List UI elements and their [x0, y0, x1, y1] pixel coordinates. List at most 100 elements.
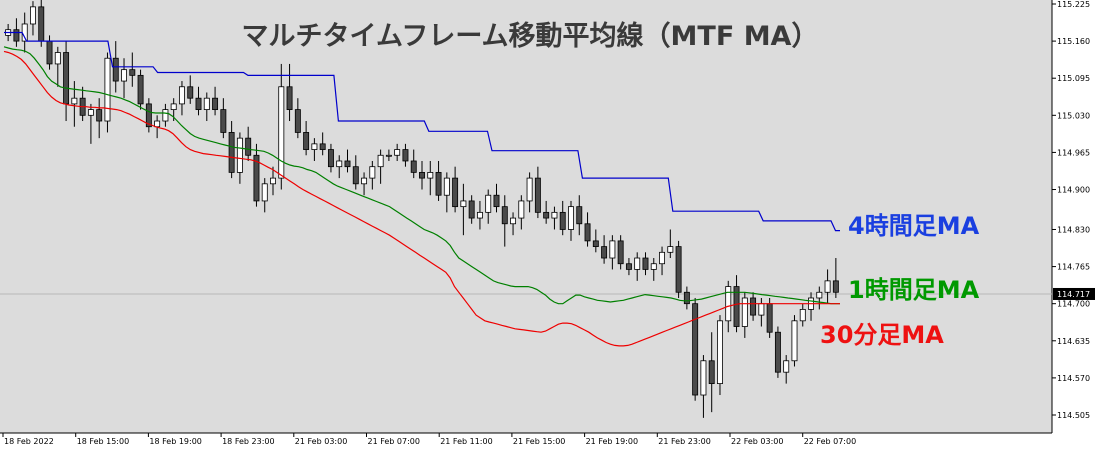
candle-body	[170, 103, 177, 111]
candle-body	[476, 211, 483, 219]
candle-body	[402, 149, 409, 162]
candle	[452, 166, 459, 213]
candles-layer	[5, 0, 839, 418]
annotation-30m-ma: 30分足MA	[820, 321, 944, 349]
y-tick-label: 114.900	[1057, 186, 1090, 195]
candle-body	[452, 177, 459, 208]
candle	[30, 1, 36, 36]
candle	[311, 138, 318, 161]
candle-body	[832, 280, 839, 293]
y-tick-label: 114.505	[1057, 411, 1090, 420]
candle-body	[294, 109, 301, 133]
y-tick-label: 114.570	[1057, 374, 1090, 383]
candle	[162, 103, 169, 127]
candle	[278, 63, 285, 190]
candle-body	[319, 143, 326, 150]
candle	[212, 86, 219, 116]
candle	[609, 235, 616, 270]
candle-body	[410, 160, 417, 173]
candle-body	[361, 177, 368, 185]
x-tick-label: 21 Feb 07:00	[368, 437, 420, 446]
candle-body	[385, 154, 392, 157]
candle-body	[195, 97, 202, 111]
candle-body	[592, 240, 599, 248]
bottom-axis-background	[0, 433, 1095, 450]
candle-body	[766, 303, 773, 333]
x-tick-label: 18 Feb 23:00	[222, 437, 274, 446]
candle	[708, 332, 715, 413]
candle-body	[286, 86, 293, 111]
candle	[443, 172, 450, 213]
candle-body	[228, 132, 235, 173]
candle	[137, 69, 144, 110]
annotation-4h-ma: 4時間足MA	[848, 212, 980, 240]
y-tick-label: 114.700	[1057, 300, 1090, 309]
candle	[816, 286, 823, 310]
candle-body	[568, 206, 574, 230]
candle-body	[758, 303, 765, 316]
candle	[419, 160, 425, 190]
candle	[344, 149, 351, 173]
candle	[178, 81, 185, 116]
candle	[121, 58, 127, 99]
candle	[261, 178, 268, 213]
candle-body	[46, 40, 53, 65]
candle-body	[311, 143, 318, 150]
chart-title: マルチタイムフレーム移動平均線（MTF MA）	[242, 20, 819, 52]
candle	[824, 269, 831, 304]
candle-body	[71, 97, 78, 105]
candle-body	[717, 320, 723, 385]
candle-body	[220, 109, 227, 133]
candle-body	[245, 137, 252, 156]
candle-body	[54, 52, 61, 65]
candle	[104, 52, 111, 133]
annotation-1h-ma: 1時間足MA	[848, 276, 980, 304]
candle	[584, 212, 591, 247]
candle-body	[377, 154, 384, 168]
ma-layer	[3, 31, 840, 347]
candle-body	[617, 240, 624, 265]
candle-body	[534, 177, 541, 213]
candle	[187, 75, 194, 104]
candle	[270, 166, 276, 196]
candle	[601, 235, 608, 264]
candle-body	[270, 177, 276, 185]
x-tick-label: 22 Feb 03:00	[731, 437, 783, 446]
candle-body	[791, 320, 798, 362]
candle	[576, 195, 583, 236]
candle	[410, 149, 417, 179]
candle-body	[443, 177, 450, 196]
y-tick-label: 115.095	[1057, 74, 1090, 83]
candle	[741, 292, 748, 338]
candle	[377, 149, 384, 184]
candle	[327, 143, 334, 173]
candle	[501, 195, 508, 247]
candle	[683, 286, 690, 310]
candle-body	[493, 194, 500, 208]
candle-body	[683, 291, 690, 305]
candle-body	[203, 97, 210, 111]
candle-body	[96, 109, 103, 122]
candle-body	[38, 6, 45, 42]
x-axis: 18 Feb 2022 18 Feb 15:00 18 Feb 19:00 18 Fe…	[2, 433, 856, 446]
candle-body	[87, 109, 94, 116]
candle-body	[634, 257, 641, 270]
candle-body	[187, 86, 194, 99]
y-tick-label: 114.830	[1057, 225, 1090, 234]
candle-body	[816, 291, 823, 299]
candle-body	[121, 69, 127, 82]
candle	[352, 155, 359, 190]
candle-body	[559, 211, 566, 230]
candle	[38, 0, 45, 47]
candle-body	[642, 257, 649, 270]
candle-body	[708, 360, 715, 385]
current-price-tag-bg	[1053, 287, 1095, 300]
x-tick-label: 22 Feb 07:00	[804, 437, 856, 446]
x-tick-label: 21 Feb 11:00	[440, 437, 492, 446]
candle	[832, 258, 839, 298]
candle-body	[692, 303, 699, 396]
x-tick-label: 21 Feb 15:00	[513, 437, 565, 446]
candle-body	[13, 29, 20, 42]
candle	[303, 121, 310, 156]
